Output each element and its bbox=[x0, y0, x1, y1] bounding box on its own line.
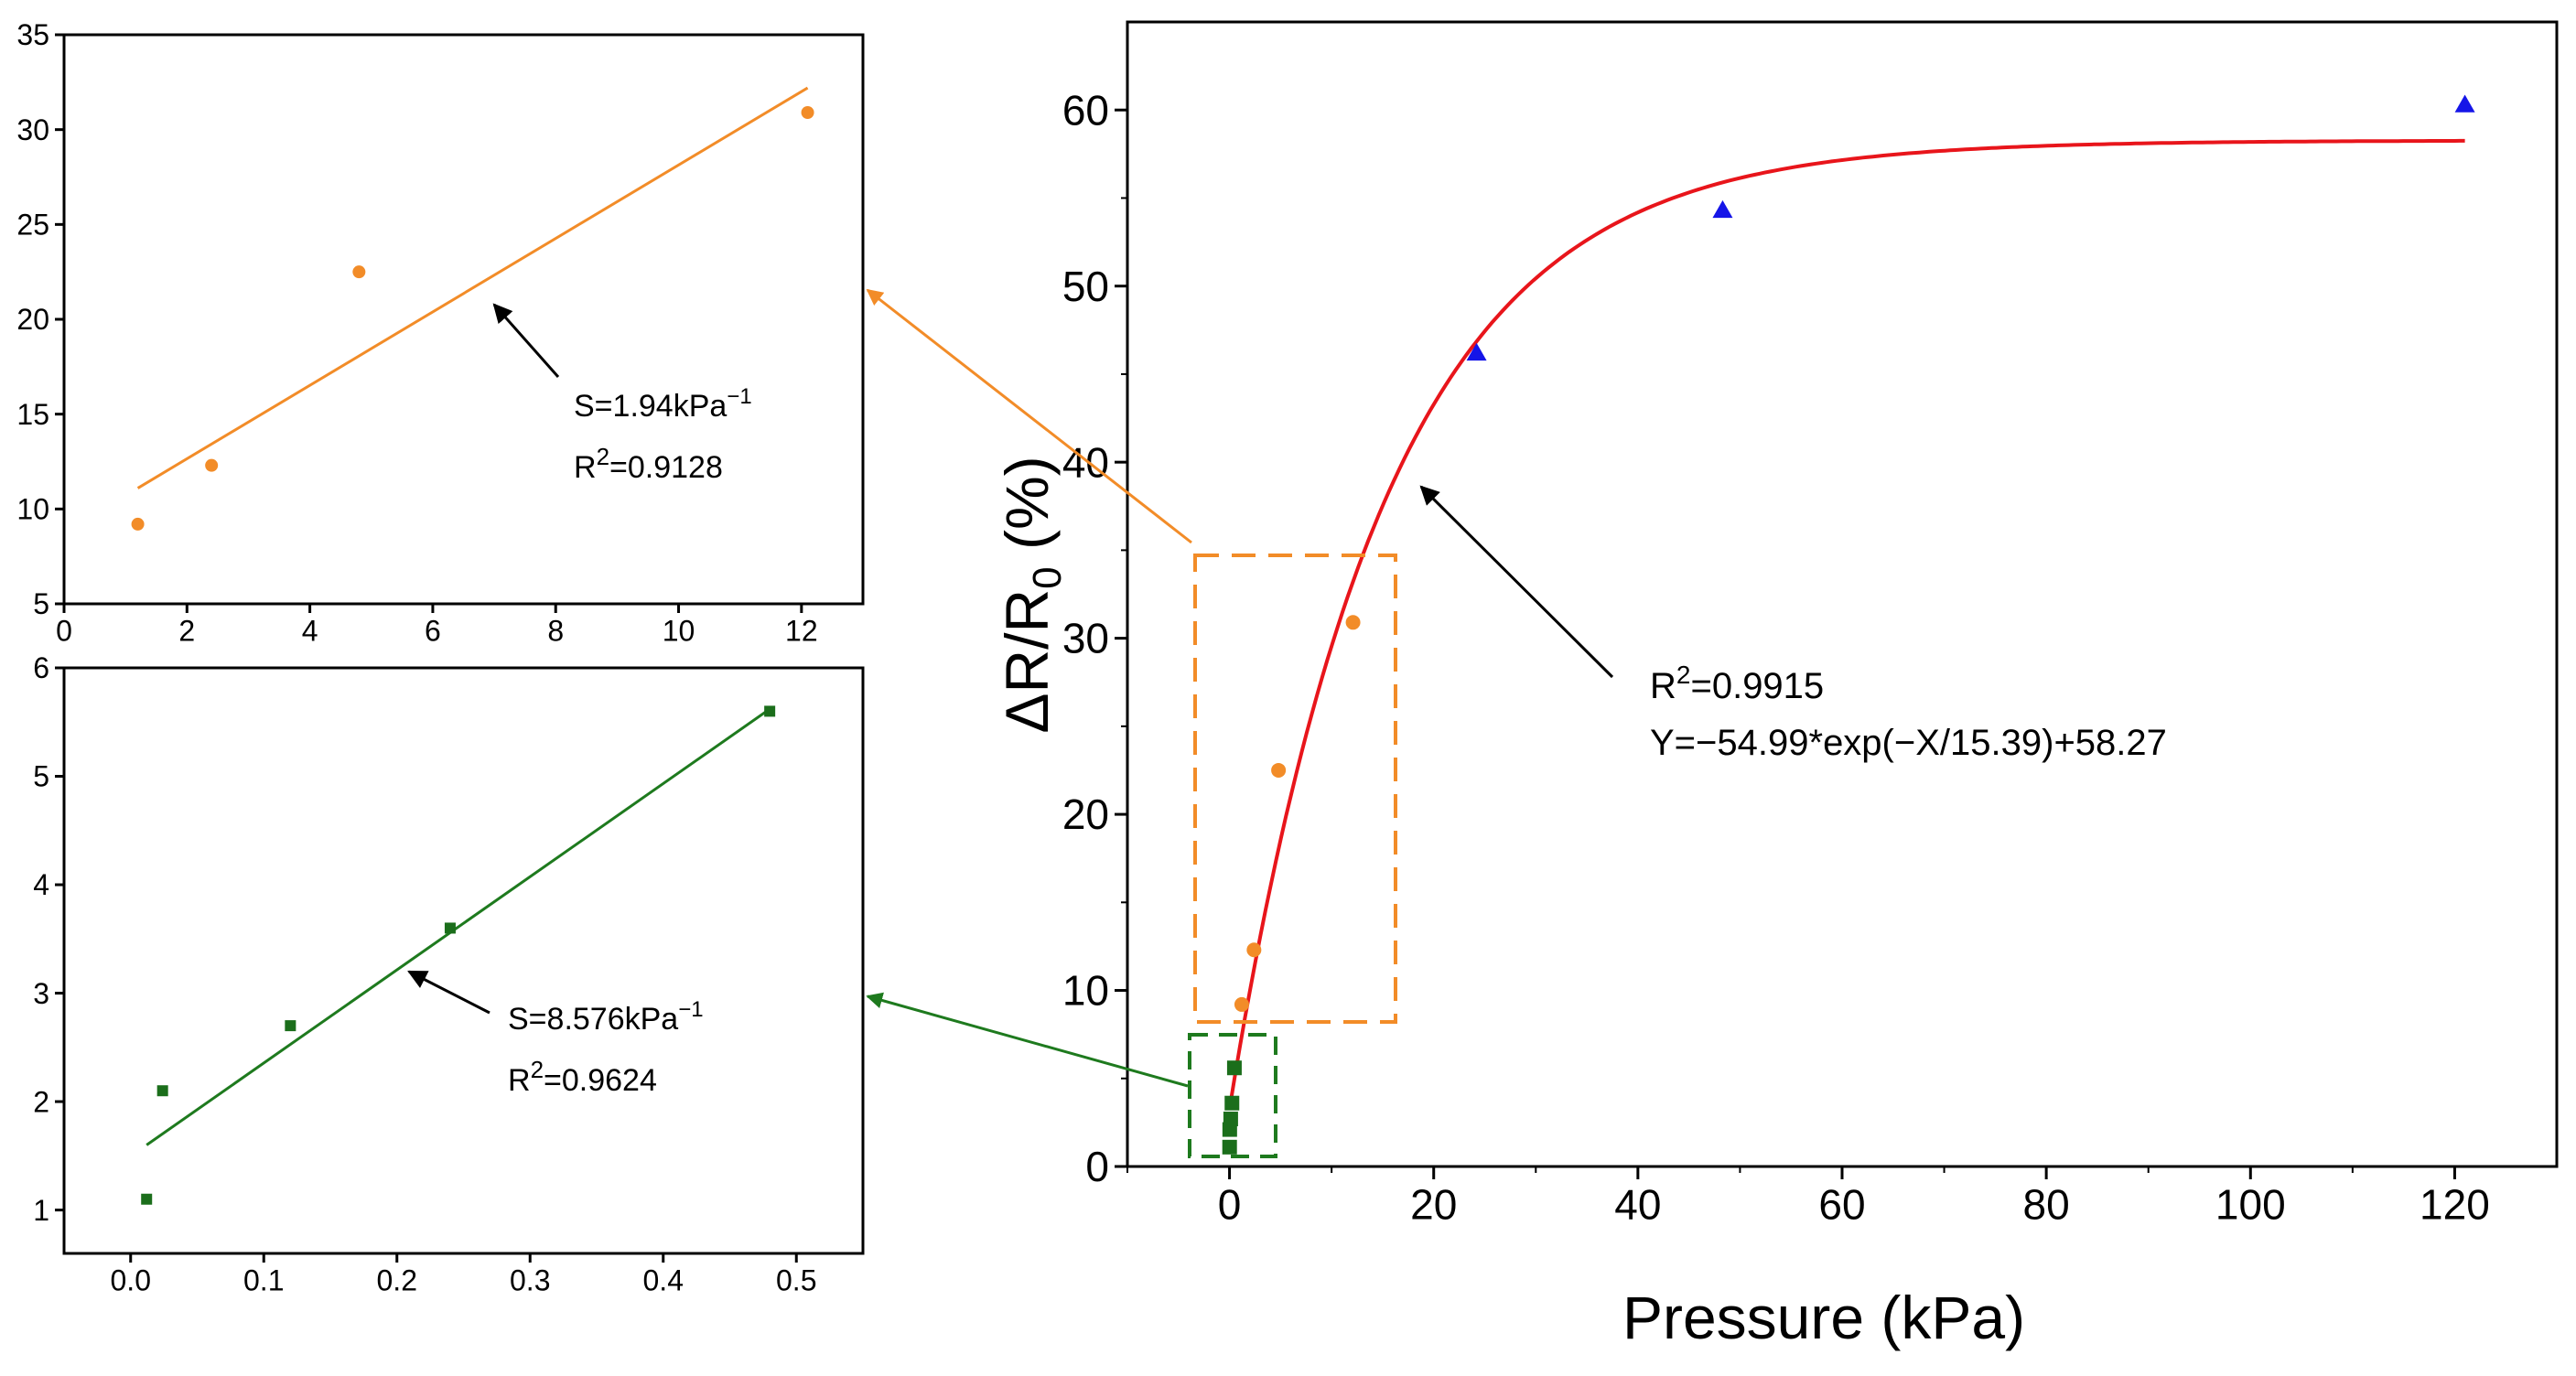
y-tick-label: 30 bbox=[1062, 615, 1109, 662]
x-tick-label: 0.0 bbox=[111, 1263, 151, 1296]
data-point-square bbox=[141, 1193, 153, 1205]
x-tick-label: 0.2 bbox=[377, 1263, 417, 1296]
x-tick-label: 0.1 bbox=[243, 1263, 284, 1296]
y-tick-label: 35 bbox=[16, 18, 49, 51]
green-zoom-box bbox=[1188, 1033, 1277, 1158]
inset-low-arrow bbox=[407, 970, 490, 1015]
main-r2-label: R2=0.9915 bbox=[1650, 661, 1824, 706]
inset-medium-arrow bbox=[492, 303, 560, 378]
main-fit-equation: Y=−54.99*exp(−X/15.39)+58.27 bbox=[1650, 723, 2167, 763]
inset-low-frame bbox=[62, 666, 865, 1255]
y-tick-label: 0 bbox=[1085, 1143, 1109, 1190]
inset-low-ticks: 0.0 0.1 0.2 0.3 0.4 0.5 1 2 3 4 5 6 bbox=[33, 651, 816, 1296]
y-tick-label: 30 bbox=[16, 113, 49, 146]
y-tick-label: 2 bbox=[33, 1085, 49, 1118]
inset-medium-r2: R2=0.9128 bbox=[574, 443, 723, 485]
main-data-points bbox=[1222, 94, 2475, 1155]
y-tick-label: 5 bbox=[33, 587, 49, 620]
y-tick-label: 4 bbox=[33, 868, 49, 901]
y-tick-label: 20 bbox=[1062, 790, 1109, 838]
y-tick-label: 50 bbox=[1062, 263, 1109, 310]
x-tick-label: 2 bbox=[178, 614, 195, 647]
data-point-circle bbox=[1271, 762, 1287, 778]
data-point-square bbox=[1223, 1112, 1238, 1127]
orange-connector-arrow bbox=[866, 288, 1192, 544]
y-tick-label: 60 bbox=[1062, 86, 1109, 134]
data-point-square bbox=[1226, 1060, 1242, 1076]
green-connector-arrow bbox=[866, 992, 1189, 1088]
data-point-circle bbox=[205, 458, 219, 472]
inset-medium-ticks: 0 2 4 6 8 10 12 5 10 15 20 25 30 35 bbox=[16, 18, 817, 647]
data-point-square bbox=[156, 1085, 168, 1097]
data-point-circle bbox=[352, 265, 366, 279]
x-tick-label: 0.4 bbox=[643, 1263, 684, 1296]
inset-medium-chart: 0 2 4 6 8 10 12 5 10 15 20 25 30 35 S=1.94kPa−1 R2=0.… bbox=[16, 18, 865, 647]
inset-low-fit-line bbox=[146, 707, 771, 1146]
inset-low-r2: R2=0.9624 bbox=[508, 1056, 657, 1098]
data-point-circle bbox=[801, 106, 814, 120]
x-tick-label: 4 bbox=[302, 614, 318, 647]
y-tick-label: 1 bbox=[33, 1194, 49, 1227]
y-tick-label: 10 bbox=[1062, 967, 1109, 1015]
data-point-square bbox=[764, 705, 776, 717]
data-point-triangle bbox=[1466, 342, 1487, 361]
inset-medium-slope: S=1.94kPa−1 bbox=[574, 384, 752, 424]
x-tick-label: 80 bbox=[2023, 1181, 2070, 1229]
x-tick-label: 120 bbox=[2420, 1181, 2490, 1229]
data-point-triangle bbox=[2454, 94, 2475, 113]
y-tick-label: 15 bbox=[16, 398, 49, 431]
data-point-circle bbox=[1234, 996, 1249, 1012]
y-tick-label: 3 bbox=[33, 977, 49, 1010]
data-point-circle bbox=[1345, 615, 1361, 630]
inset-medium-fit-line bbox=[136, 86, 809, 489]
x-tick-label: 0 bbox=[56, 614, 72, 647]
main-plot-frame bbox=[1126, 20, 2559, 1168]
data-point-circle bbox=[1246, 942, 1262, 958]
data-point-square bbox=[1222, 1139, 1237, 1155]
main-x-axis-label: Pressure (kPa) bbox=[1622, 1284, 2025, 1351]
linear-fit-line bbox=[146, 707, 771, 1146]
x-tick-label: 60 bbox=[1818, 1181, 1865, 1229]
main-fit-arrow bbox=[1419, 485, 1614, 679]
inset-low-data-points bbox=[141, 705, 776, 1205]
y-tick-label: 6 bbox=[33, 651, 49, 684]
x-tick-label: 40 bbox=[1614, 1181, 1661, 1229]
inset-medium-frame bbox=[62, 33, 865, 606]
inset-low-slope: S=8.576kPa−1 bbox=[508, 997, 704, 1037]
y-tick-label: 25 bbox=[16, 209, 49, 242]
x-tick-label: 100 bbox=[2215, 1181, 2286, 1229]
data-point-square bbox=[444, 922, 456, 934]
data-point-triangle bbox=[1712, 199, 1733, 219]
x-tick-label: 12 bbox=[785, 614, 818, 647]
exp-fit-curve bbox=[1227, 138, 2465, 1110]
x-tick-label: 20 bbox=[1410, 1181, 1457, 1229]
data-point-square bbox=[1224, 1095, 1240, 1111]
x-tick-label: 8 bbox=[547, 614, 564, 647]
x-tick-label: 6 bbox=[425, 614, 441, 647]
x-tick-label: 10 bbox=[663, 614, 695, 647]
data-point-square bbox=[285, 1020, 296, 1032]
inset-low-chart: 0.0 0.1 0.2 0.3 0.4 0.5 1 2 3 4 5 6 S=8.576kPa−1 R2… bbox=[33, 651, 865, 1296]
orange-zoom-box bbox=[1193, 554, 1397, 1024]
data-point-circle bbox=[131, 517, 145, 531]
y-tick-label: 20 bbox=[16, 303, 49, 336]
inset-medium-data-points bbox=[131, 106, 814, 531]
x-tick-label: 0 bbox=[1218, 1181, 1242, 1229]
main-fit-curve bbox=[1227, 138, 2465, 1110]
y-tick-label: 10 bbox=[16, 493, 49, 526]
main-y-axis-label: ΔR/R0 (%) bbox=[993, 456, 1070, 733]
x-tick-label: 0.5 bbox=[776, 1263, 816, 1296]
y-tick-label: 5 bbox=[33, 760, 49, 793]
x-tick-label: 0.3 bbox=[510, 1263, 550, 1296]
linear-fit-line bbox=[136, 86, 809, 489]
